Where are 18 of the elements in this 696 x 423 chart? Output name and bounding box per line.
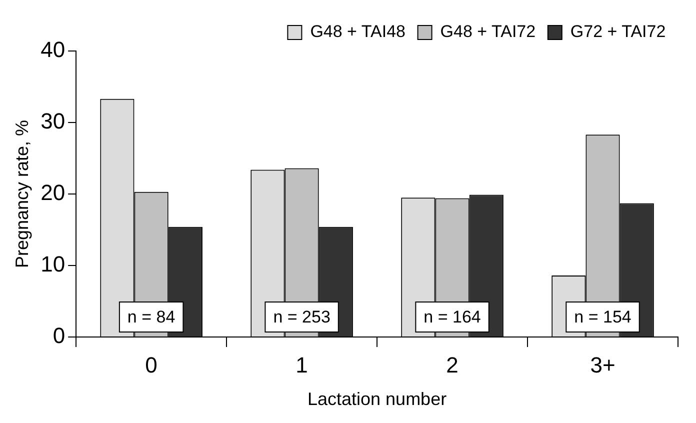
x-tick-label: 1: [296, 352, 308, 378]
annotation: n = 253: [273, 308, 330, 327]
annotation: n = 164: [424, 308, 481, 327]
y-tick-label: 0: [52, 323, 66, 348]
annotation: n = 84: [127, 308, 176, 327]
annotation: n = 154: [574, 308, 632, 327]
y-axis-title: Pregnancy rate, %: [12, 120, 32, 268]
legend-label: G48 + TAI72: [440, 22, 536, 42]
x-axis-title: Lactation number: [307, 389, 447, 410]
x-tick-label: 2: [446, 352, 458, 378]
y-tick-label: 10: [40, 252, 66, 277]
y-tick-label: 20: [40, 180, 66, 206]
legend-label: G48 + TAI48: [310, 22, 406, 42]
x-tick-label: 3+: [590, 352, 616, 378]
legend-label: G72 + TAI72: [570, 22, 666, 42]
y-tick-label: 30: [40, 108, 66, 134]
y-tick-label: 40: [40, 37, 66, 62]
x-tick-label: 0: [145, 352, 158, 378]
